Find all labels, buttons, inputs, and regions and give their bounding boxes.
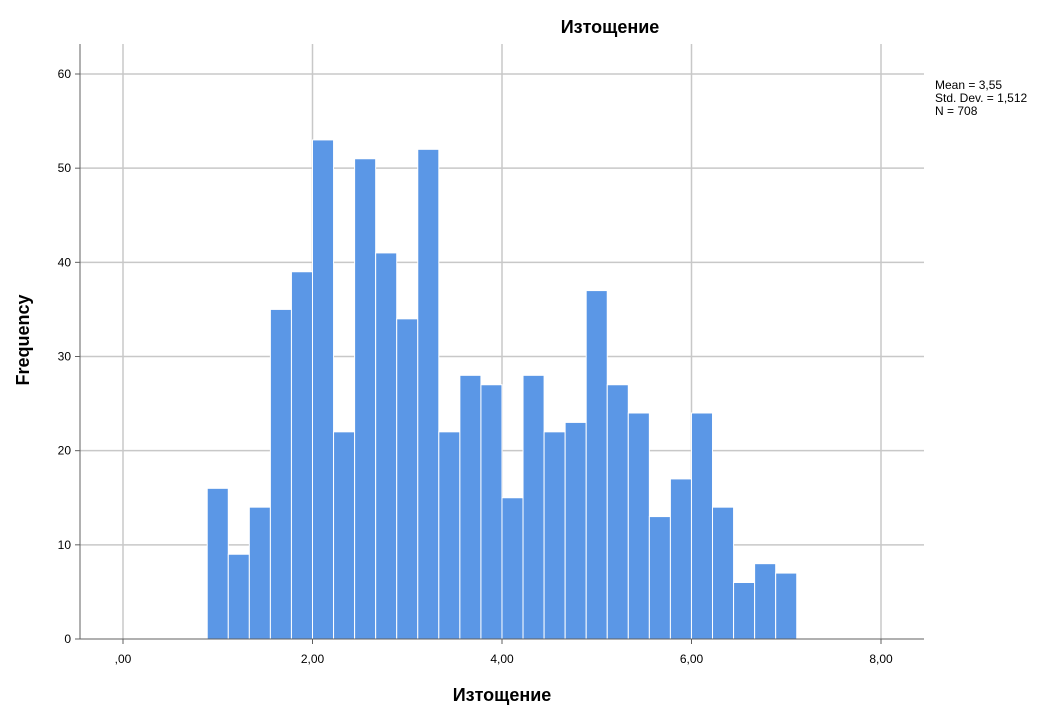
y-tick-label: 30 <box>58 350 72 364</box>
histogram-bar <box>290 271 314 640</box>
y-axis-label: Frequency <box>13 294 33 385</box>
histogram-bar <box>206 487 229 640</box>
histogram-bar <box>269 308 292 640</box>
histogram-bar <box>312 139 335 640</box>
stat-n: N = 708 <box>935 104 978 118</box>
histogram-bar <box>690 412 714 640</box>
text-layer: Изтощение Изтощение Frequency Mean = 3,5… <box>13 17 1027 705</box>
histogram-bar <box>227 553 250 640</box>
axis-layer <box>75 44 924 644</box>
x-tick-label: 6,00 <box>680 652 704 666</box>
histogram-bar <box>754 563 777 640</box>
chart-title: Изтощение <box>561 17 660 37</box>
histogram-bar <box>248 506 271 640</box>
histogram-bar <box>627 412 650 640</box>
x-tick-label: ,00 <box>115 652 132 666</box>
stat-std-dev: Std. Dev. = 1,512 <box>935 91 1027 105</box>
histogram-bar <box>775 572 798 640</box>
histogram-bar <box>375 252 398 640</box>
y-tick-label: 60 <box>58 67 72 81</box>
y-tick-label: 40 <box>58 255 72 269</box>
histogram-bar <box>501 497 524 640</box>
x-tick-label: 2,00 <box>301 652 325 666</box>
histogram-bar <box>543 431 566 640</box>
histogram-bar <box>522 374 545 640</box>
histogram-bar <box>733 582 756 640</box>
y-tick-label: 50 <box>58 161 72 175</box>
y-tick-label: 20 <box>58 444 72 458</box>
stat-mean: Mean = 3,55 <box>935 78 1002 92</box>
histogram-bar <box>712 506 735 640</box>
histogram-bar <box>354 158 377 640</box>
histogram-bar <box>564 421 587 640</box>
histogram-bar <box>606 384 629 640</box>
histogram-bar <box>333 431 356 640</box>
x-axis-label: Изтощение <box>453 685 552 705</box>
x-tick-label: 4,00 <box>490 652 514 666</box>
x-tick-label: 8,00 <box>869 652 893 666</box>
histogram-bar <box>438 431 461 640</box>
histogram-bar <box>396 318 419 640</box>
histogram-bar <box>669 478 692 640</box>
histogram-bar <box>648 516 671 640</box>
histogram-bar <box>480 384 503 640</box>
y-tick-label: 10 <box>58 538 72 552</box>
histogram-bar <box>417 148 440 640</box>
histogram-bar <box>585 290 608 640</box>
histogram-bar <box>459 374 482 640</box>
y-tick-label: 0 <box>64 632 71 646</box>
